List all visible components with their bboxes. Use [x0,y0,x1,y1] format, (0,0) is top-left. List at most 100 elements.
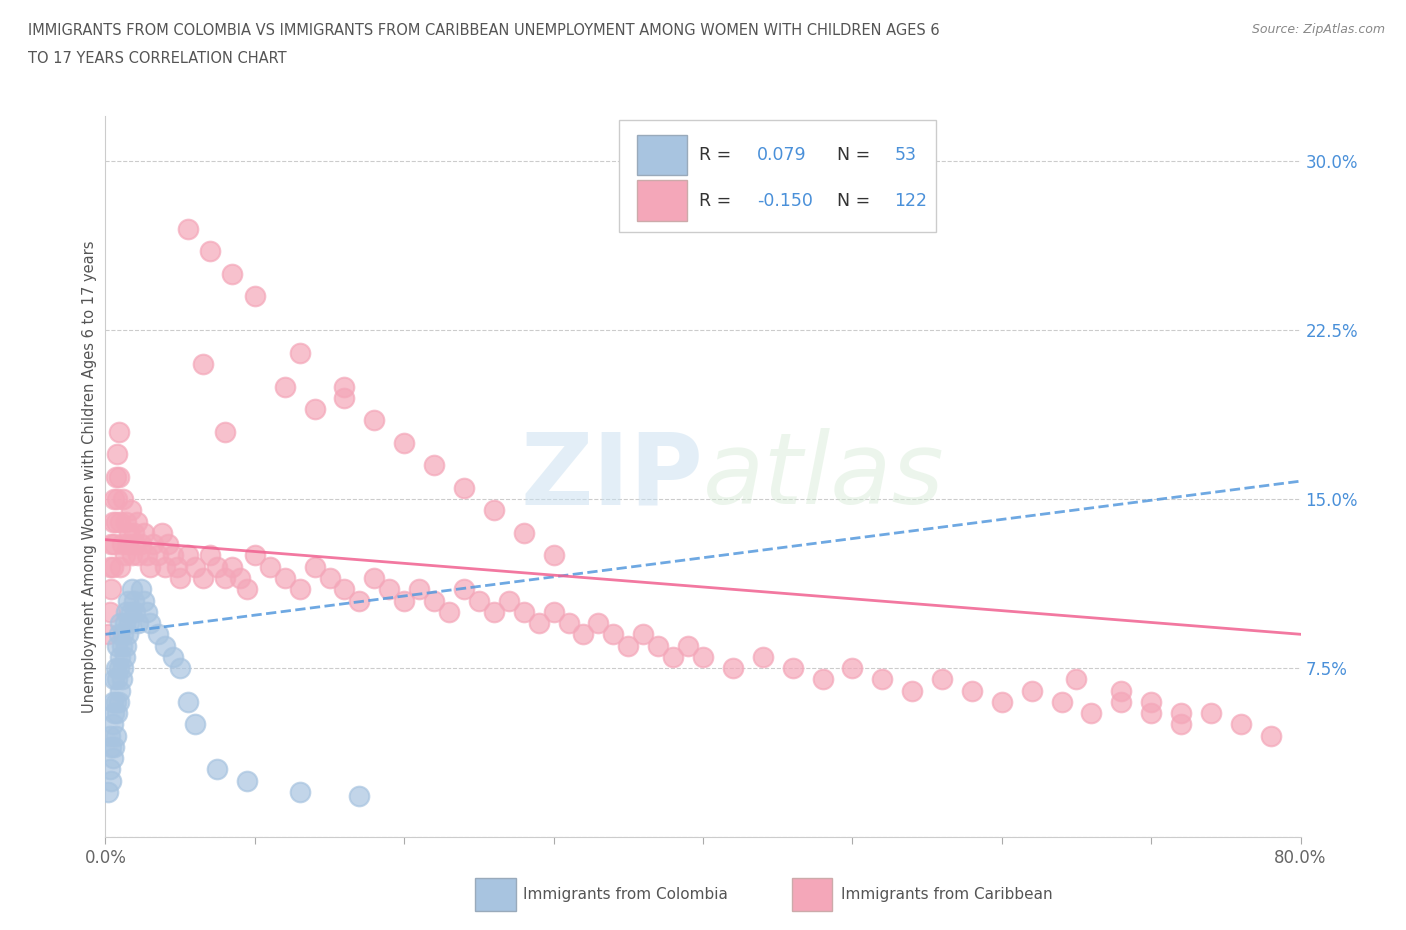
Point [198,244,221,259]
Text: atlas: atlas [703,428,945,525]
Point [1111,684,1133,698]
Point [572,627,595,642]
Point [482,604,505,619]
Point [98,728,121,743]
Point [107,638,129,653]
Point [408,582,430,597]
Point [129,582,153,597]
Point [155,638,177,653]
Point [98,604,121,619]
Point [1050,695,1073,710]
Point [191,356,214,371]
Point [103,739,125,754]
Point [118,525,141,540]
Point [117,537,139,551]
Point [120,604,142,619]
Point [901,684,924,698]
Text: N =: N = [837,192,876,209]
Point [1080,706,1102,721]
Text: IMMIGRANTS FROM COLOMBIA VS IMMIGRANTS FROM CARIBBEAN UNEMPLOYMENT AMONG WOMEN W: IMMIGRANTS FROM COLOMBIA VS IMMIGRANTS F… [28,23,939,38]
Point [214,424,236,439]
Point [453,582,475,597]
Point [236,773,259,788]
Point [101,717,124,732]
Point [104,469,127,484]
Point [872,671,894,686]
Point [1066,671,1088,686]
Point [811,671,834,686]
Point [127,548,149,563]
Point [198,548,221,563]
Text: Immigrants from Colombia: Immigrants from Colombia [523,887,728,902]
Point [602,627,624,642]
Point [111,537,134,551]
Point [169,570,191,585]
Point [121,582,143,597]
Point [482,503,505,518]
Point [288,785,311,800]
Point [100,739,122,754]
Point [333,582,356,597]
Point [114,649,136,664]
Text: 0.079: 0.079 [756,146,807,165]
Text: TO 17 YEARS CORRELATION CHART: TO 17 YEARS CORRELATION CHART [28,51,287,66]
Point [108,424,131,439]
Point [146,548,169,563]
Point [121,548,143,563]
Point [155,559,177,574]
Point [108,660,131,675]
Point [127,616,149,631]
Point [111,671,134,686]
Point [162,649,184,664]
Point [214,570,236,585]
Point [437,604,460,619]
Point [103,492,125,507]
Point [543,548,565,563]
Point [184,717,207,732]
Point [122,525,145,540]
Point [166,559,188,574]
Text: ZIP: ZIP [520,428,703,525]
Point [112,660,135,675]
Point [104,695,127,710]
Point [1199,706,1222,721]
Point [288,345,311,360]
Point [349,593,371,608]
Point [304,559,326,574]
Point [394,593,416,608]
Point [221,559,243,574]
Point [229,570,252,585]
Point [104,514,127,529]
Point [115,514,138,529]
Point [136,548,159,563]
Point [146,627,169,642]
Point [139,559,162,574]
Point [1140,706,1163,721]
Point [288,582,311,597]
Point [110,649,132,664]
Point [721,660,744,675]
Point [134,593,156,608]
Text: R =: R = [699,192,737,209]
Point [1170,706,1192,721]
Point [122,593,145,608]
Point [453,481,475,496]
Point [104,660,127,675]
Point [647,638,669,653]
Point [115,604,138,619]
Point [662,649,685,664]
Point [423,593,446,608]
Point [841,660,863,675]
Point [543,604,565,619]
Point [513,525,536,540]
Point [100,582,122,597]
Text: -0.150: -0.150 [756,192,813,209]
Point [110,616,132,631]
Point [333,391,356,405]
Point [782,660,804,675]
Point [115,638,138,653]
Point [378,582,401,597]
Point [117,627,139,642]
Point [125,514,148,529]
Point [150,525,173,540]
